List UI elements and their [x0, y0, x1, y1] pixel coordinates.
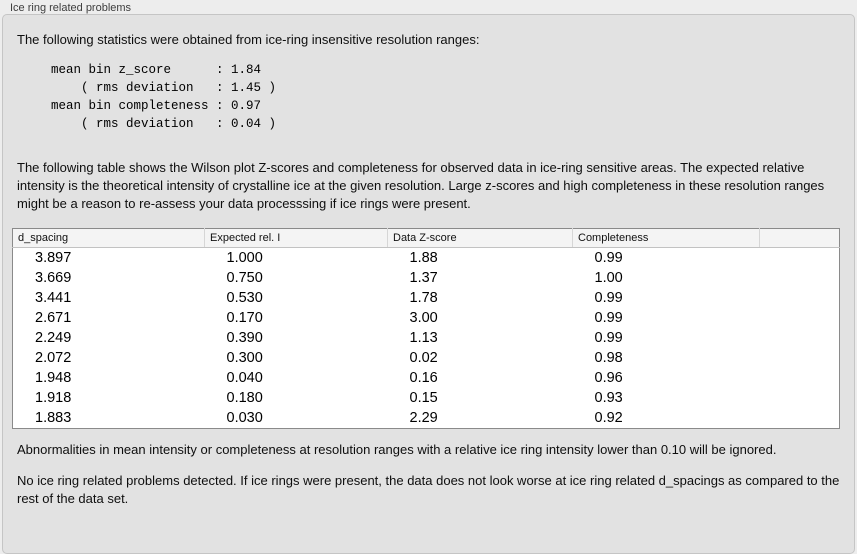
table-cell: 0.93 [594, 390, 623, 406]
column-header-completeness[interactable]: Completeness [572, 228, 760, 248]
table-cell: 0.180 [226, 390, 263, 406]
table-cell: 2.249 [35, 330, 72, 346]
table-cell: 0.030 [226, 410, 263, 426]
table-cell: 0.15 [409, 390, 438, 406]
table-cell [760, 408, 840, 429]
table-cell [760, 268, 840, 288]
table-row[interactable]: 3.669 0.750 1.37 1.00 [13, 268, 840, 288]
table-cell: 1.78 [409, 290, 438, 306]
table-cell [760, 308, 840, 328]
table-cell: 0.02 [409, 350, 438, 366]
ice-ring-table-body: 3.897 1.000 1.88 0.99 3.669 0.750 1.37 1.00 3.44… [13, 248, 840, 429]
table-cell [760, 288, 840, 308]
ice-ring-report-panel: The following statistics were obtained f… [2, 14, 855, 554]
group-box-label: Ice ring related problems [10, 2, 132, 14]
table-cell: 0.040 [226, 370, 263, 386]
table-cell: 1.37 [409, 270, 438, 286]
table-row[interactable]: 1.948 0.040 0.16 0.96 [13, 368, 840, 388]
table-row[interactable]: 2.671 0.170 3.00 0.99 [13, 308, 840, 328]
table-cell: 2.072 [35, 350, 72, 366]
table-cell: 0.170 [226, 310, 263, 326]
table-cell: 0.96 [594, 370, 623, 386]
table-cell [760, 248, 840, 269]
table-cell: 1.883 [35, 410, 72, 426]
column-header-expected-rel-i[interactable]: Expected rel. I [204, 228, 388, 248]
table-row[interactable]: 1.918 0.180 0.15 0.93 [13, 388, 840, 408]
table-cell: 0.98 [594, 350, 623, 366]
table-cell: 1.13 [409, 330, 438, 346]
table-cell: 1.948 [35, 370, 72, 386]
table-description-text: The following table shows the Wilson plo… [17, 160, 825, 211]
table-cell: 0.390 [226, 330, 263, 346]
table-row[interactable]: 2.072 0.300 0.02 0.98 [13, 348, 840, 368]
table-cell: 0.530 [226, 290, 263, 306]
intro-text: The following statistics were obtained f… [17, 32, 480, 47]
table-cell: 1.918 [35, 390, 72, 406]
table-cell: 0.750 [226, 270, 263, 286]
table-row[interactable]: 3.897 1.000 1.88 0.99 [13, 248, 840, 269]
column-header-empty[interactable] [759, 228, 840, 248]
table-row[interactable]: 3.441 0.530 1.78 0.99 [13, 288, 840, 308]
table-cell: 1.00 [594, 270, 623, 286]
table-cell: 1.88 [409, 250, 438, 266]
table-cell: 1.000 [226, 250, 263, 266]
table-cell: 0.99 [594, 250, 623, 266]
table-cell [760, 368, 840, 388]
ice-ring-table: d_spacing Expected rel. I Data Z-score C… [12, 228, 840, 429]
table-cell: 3.669 [35, 270, 72, 286]
conclusion-text: No ice ring related problems detected. I… [17, 473, 840, 506]
table-row[interactable]: 2.249 0.390 1.13 0.99 [13, 328, 840, 348]
ice-ring-table-header: d_spacing Expected rel. I Data Z-score C… [12, 228, 840, 248]
table-cell: 0.300 [226, 350, 263, 366]
ignore-threshold-note: Abnormalities in mean intensity or compl… [17, 442, 777, 457]
table-cell [760, 348, 840, 368]
table-cell: 0.99 [594, 330, 623, 346]
table-cell [760, 388, 840, 408]
table-cell: 3.00 [409, 310, 438, 326]
table-cell: 0.99 [594, 310, 623, 326]
table-cell: 3.441 [35, 290, 72, 306]
table-cell: 0.99 [594, 290, 623, 306]
column-header-data-z-score[interactable]: Data Z-score [387, 228, 573, 248]
table-cell: 3.897 [35, 250, 72, 266]
table-row[interactable]: 1.883 0.030 2.29 0.92 [13, 408, 840, 429]
ice-ring-statistics-block: mean bin z_score : 1.84 ( rms deviation … [51, 63, 277, 131]
table-cell: 2.671 [35, 310, 72, 326]
table-cell: 0.16 [409, 370, 438, 386]
column-header-d-spacing[interactable]: d_spacing [12, 228, 205, 248]
table-cell: 2.29 [409, 410, 438, 426]
table-cell: 0.92 [594, 410, 623, 426]
table-cell [760, 328, 840, 348]
